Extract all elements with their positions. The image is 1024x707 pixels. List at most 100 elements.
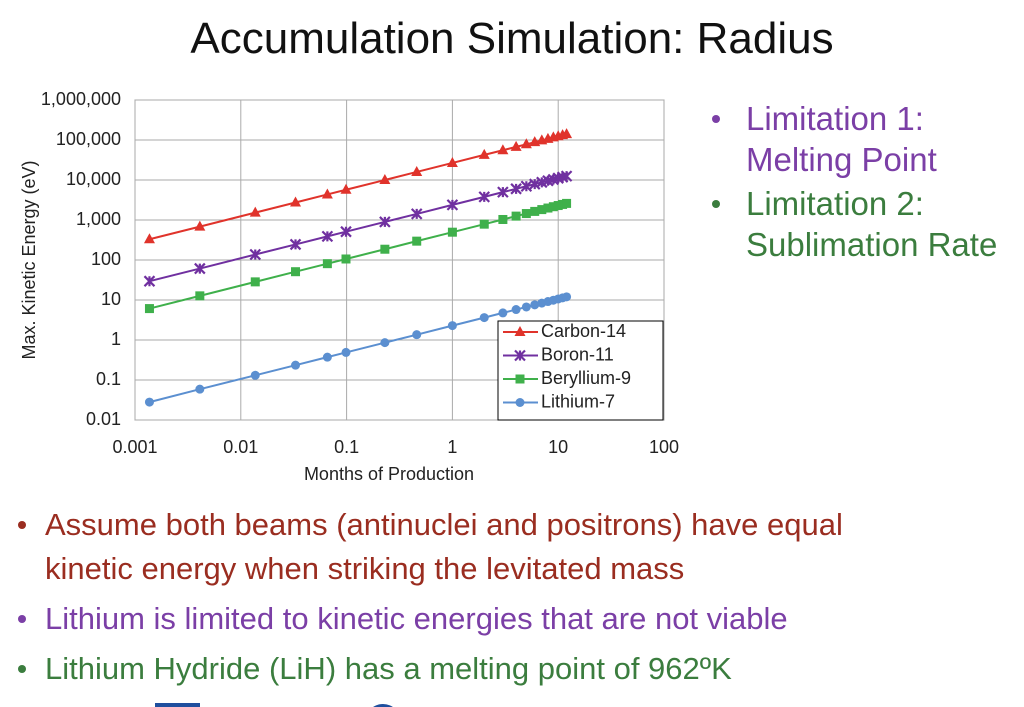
bullet-dot (712, 115, 720, 123)
marker (511, 211, 521, 221)
marker (410, 208, 423, 220)
marker (194, 262, 206, 275)
marker (291, 360, 301, 370)
marker (511, 305, 521, 315)
bullet-text: Lithium Hydride (LiH) has a melting poin… (45, 651, 732, 686)
marker (447, 321, 457, 331)
marker (412, 236, 422, 246)
marker (249, 206, 261, 217)
marker (341, 347, 351, 357)
x-tick-label: 100 (649, 437, 679, 457)
marker (521, 209, 531, 219)
bullet-text: Melting Point (746, 141, 937, 178)
bullet: Lithium Hydride (LiH) has a melting poin… (18, 647, 843, 691)
legend-label: Beryllium-9 (541, 368, 631, 388)
bullet-dot (18, 665, 26, 673)
marker (341, 254, 351, 264)
marker (446, 199, 459, 211)
marker (143, 233, 155, 244)
marker (521, 302, 531, 312)
marker (194, 220, 206, 231)
marker (379, 216, 391, 228)
marker (322, 352, 332, 362)
marker (340, 225, 352, 238)
marker (530, 206, 540, 216)
logo (155, 703, 200, 707)
y-tick-label: 100,000 (56, 129, 121, 149)
marker (144, 304, 154, 314)
marker (380, 338, 390, 348)
x-tick-label: 0.1 (334, 437, 359, 457)
marker (520, 138, 532, 149)
bullet: Limitation 1: Melting Point (712, 98, 997, 180)
marker (479, 313, 489, 323)
bullet-dot (18, 615, 26, 623)
marker (380, 244, 390, 254)
legend-marker (514, 326, 526, 336)
marker (478, 191, 491, 203)
marker (321, 230, 334, 243)
marker (412, 330, 422, 340)
y-tick-label: 0.01 (86, 409, 121, 429)
bullet-dot (18, 521, 26, 529)
bullet: Lithium is limited to kinetic energies t… (18, 597, 843, 641)
bullet-text: Limitation 1: (746, 100, 924, 137)
marker (144, 397, 154, 407)
marker (560, 170, 573, 182)
chart: Months of Production Max. Kinetic Energy… (19, 89, 679, 484)
x-tick-label: 1 (447, 437, 457, 457)
marker (562, 292, 572, 302)
bullet: Assume both beams (antinuclei and positr… (18, 503, 843, 591)
legend-marker (515, 398, 525, 407)
marker (530, 300, 540, 310)
marker (446, 156, 458, 167)
marker (411, 165, 423, 176)
y-tick-label: 1 (111, 329, 121, 349)
marker (520, 180, 533, 192)
bullet-text: Assume both beams (antinuclei and positr… (45, 507, 843, 542)
marker (249, 248, 262, 261)
bottom-bullets: Assume both beams (antinuclei and positr… (18, 503, 843, 697)
marker (497, 186, 509, 198)
marker (195, 291, 205, 301)
marker (561, 128, 573, 139)
marker (510, 140, 522, 151)
bullet-text: Limitation 2: (746, 185, 924, 222)
marker (562, 198, 572, 208)
legend-label: Carbon-14 (541, 321, 626, 341)
marker (548, 202, 558, 212)
legend-label: Lithium-7 (541, 391, 615, 411)
marker (290, 196, 302, 207)
y-tick-label: 1,000,000 (41, 89, 121, 109)
y-axis-label: Max. Kinetic Energy (eV) (19, 160, 39, 359)
marker (510, 183, 522, 195)
marker (250, 277, 260, 287)
slide-title: Accumulation Simulation: Radius (190, 14, 834, 63)
legend-marker (514, 349, 526, 362)
marker (498, 214, 508, 224)
x-tick-label: 10 (548, 437, 568, 457)
side-bullets: Limitation 1: Melting Point Limitation 2: S… (712, 98, 997, 268)
x-tick-label: 0.01 (223, 437, 258, 457)
marker (322, 259, 332, 269)
marker (289, 238, 302, 251)
marker (537, 205, 547, 215)
marker (379, 174, 391, 184)
x-tick-label: 0.001 (112, 437, 157, 457)
marker (543, 203, 553, 213)
marker (478, 148, 490, 159)
marker (321, 188, 333, 199)
bullet-text: Sublimation Rate (746, 226, 998, 263)
y-tick-label: 10,000 (66, 169, 121, 189)
marker (447, 227, 457, 237)
y-tick-label: 10 (101, 289, 121, 309)
legend-marker (515, 374, 525, 384)
marker (250, 370, 260, 380)
y-tick-label: 0.1 (96, 369, 121, 389)
bullet: Limitation 2: Sublimation Rate (712, 183, 997, 265)
marker (498, 308, 508, 318)
bullet-dot (712, 200, 720, 208)
marker (195, 384, 205, 394)
marker (497, 144, 509, 155)
